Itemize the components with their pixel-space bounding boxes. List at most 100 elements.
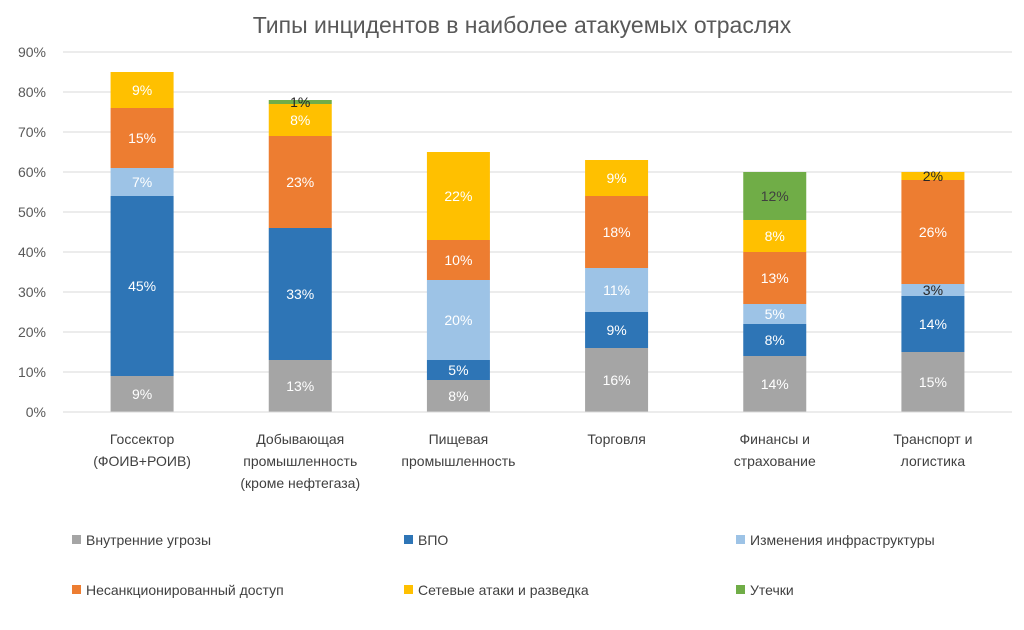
data-label: 20% — [444, 312, 472, 328]
bar-stack: 13% 33% 23% 8% 1% — [268, 94, 332, 412]
legend-swatch — [736, 535, 745, 544]
x-tick-label: Транспорт и логистика — [893, 431, 972, 469]
data-label: 15% — [128, 130, 156, 146]
data-label: 33% — [286, 286, 314, 302]
y-axis: 0% 10% 20% 30% 40% 50% 60% 70% 80% 90% — [18, 44, 46, 420]
data-label: 9% — [132, 82, 152, 98]
data-label: 11% — [603, 282, 630, 298]
data-label: 8% — [290, 112, 310, 128]
bar-segment — [426, 240, 490, 280]
x-tick-label: Госсектор (ФОИВ+РОИВ) — [93, 431, 191, 469]
bar-segment — [110, 376, 174, 412]
bar-segment — [268, 136, 332, 228]
legend-swatch — [72, 535, 81, 544]
x-tick-label: Торговля — [587, 431, 645, 447]
data-label: 2% — [923, 168, 943, 184]
data-label: 9% — [606, 322, 626, 338]
legend-label: ВПО — [418, 532, 448, 548]
data-label: 10% — [444, 252, 472, 268]
bar-segment — [743, 324, 807, 356]
y-tick-label: 0% — [26, 404, 46, 420]
bar-segment — [110, 168, 174, 196]
y-tick-label: 40% — [18, 244, 46, 260]
bar-segment — [268, 104, 332, 136]
data-label: 23% — [286, 174, 314, 190]
x-tick-label: Пищевая промышленность — [401, 431, 515, 469]
bar-segment — [110, 196, 174, 376]
data-label: 1% — [290, 94, 310, 110]
bar-segment — [743, 356, 807, 412]
data-label: 26% — [919, 224, 947, 240]
legend-swatch — [736, 585, 745, 594]
bar-segment — [743, 252, 807, 304]
x-tick-label: Добывающая промышленность (кроме нефтегаза… — [240, 431, 360, 491]
data-label: 8% — [765, 228, 785, 244]
bar-segment — [585, 268, 649, 312]
data-label: 12% — [761, 188, 789, 204]
data-label: 14% — [919, 316, 947, 332]
y-tick-label: 30% — [18, 284, 46, 300]
y-tick-label: 80% — [18, 84, 46, 100]
bar-segment — [426, 360, 490, 380]
bar-segment — [268, 100, 332, 104]
bar-segment — [901, 352, 965, 412]
data-label: 8% — [448, 388, 468, 404]
bar-segment — [268, 228, 332, 360]
y-tick-label: 70% — [18, 124, 46, 140]
data-label: 5% — [765, 306, 785, 322]
bar-segment — [743, 220, 807, 252]
gridlines — [63, 51, 1012, 413]
data-label: 9% — [132, 386, 152, 402]
bar-segment — [901, 180, 965, 284]
bar-stack: 16% 9% 11% 18% 9% — [585, 160, 649, 412]
bar-segment — [901, 296, 965, 352]
bar-segment — [585, 312, 649, 348]
legend-label: Утечки — [750, 582, 794, 598]
y-tick-label: 50% — [18, 204, 46, 220]
bar-segment — [426, 280, 490, 360]
bar-segment — [268, 360, 332, 412]
legend-item: Несанкционированный доступ — [72, 582, 284, 598]
legend: Внутренние угрозы ВПО Изменения инфраструк… — [72, 532, 935, 598]
bar-segment — [110, 72, 174, 108]
data-label: 5% — [448, 362, 468, 378]
data-label: 9% — [606, 170, 626, 186]
bar-stack: 15% 14% 3% 26% 2% — [901, 168, 965, 412]
bars: 9% 45% 7% 15% 9% 13% 33% 23% 8% 1% 8% 5% 20% 10% 22% 16… — [110, 72, 965, 412]
data-label: 13% — [286, 378, 314, 394]
legend-item: ВПО — [404, 532, 448, 548]
legend-swatch — [404, 585, 413, 594]
bar-segment — [901, 172, 965, 180]
bar-segment — [110, 108, 174, 168]
y-tick-label: 20% — [18, 324, 46, 340]
bar-stack: 8% 5% 20% 10% 22% — [426, 152, 490, 412]
x-tick-label: Финансы и страхование — [734, 431, 816, 469]
legend-swatch — [72, 585, 81, 594]
data-label: 18% — [603, 224, 631, 240]
legend-item: Утечки — [736, 582, 794, 598]
y-tick-label: 90% — [18, 44, 46, 60]
data-label: 3% — [923, 282, 943, 298]
bar-stack: 14% 8% 5% 13% 8% 12% — [743, 172, 807, 412]
bar-segment — [743, 304, 807, 324]
bar-segment — [426, 152, 490, 240]
x-axis: Госсектор (ФОИВ+РОИВ) Добывающая промышленн… — [63, 411, 1012, 491]
data-label: 16% — [603, 372, 631, 388]
legend-item: Внутренние угрозы — [72, 532, 211, 548]
legend-item: Изменения инфраструктуры — [736, 532, 935, 548]
data-label: 7% — [132, 174, 152, 190]
bar-segment — [743, 172, 807, 220]
data-label: 8% — [765, 332, 785, 348]
legend-item: Сетевые атаки и разведка — [404, 582, 589, 598]
y-tick-label: 60% — [18, 164, 46, 180]
legend-swatch — [404, 535, 413, 544]
bar-segment — [426, 380, 490, 412]
bar-segment — [585, 160, 649, 196]
data-label: 13% — [761, 270, 789, 286]
legend-label: Внутренние угрозы — [86, 532, 211, 548]
bar-segment — [901, 284, 965, 296]
data-label: 22% — [444, 188, 472, 204]
data-label: 15% — [919, 374, 947, 390]
bar-segment — [585, 348, 649, 412]
data-label: 45% — [128, 278, 156, 294]
